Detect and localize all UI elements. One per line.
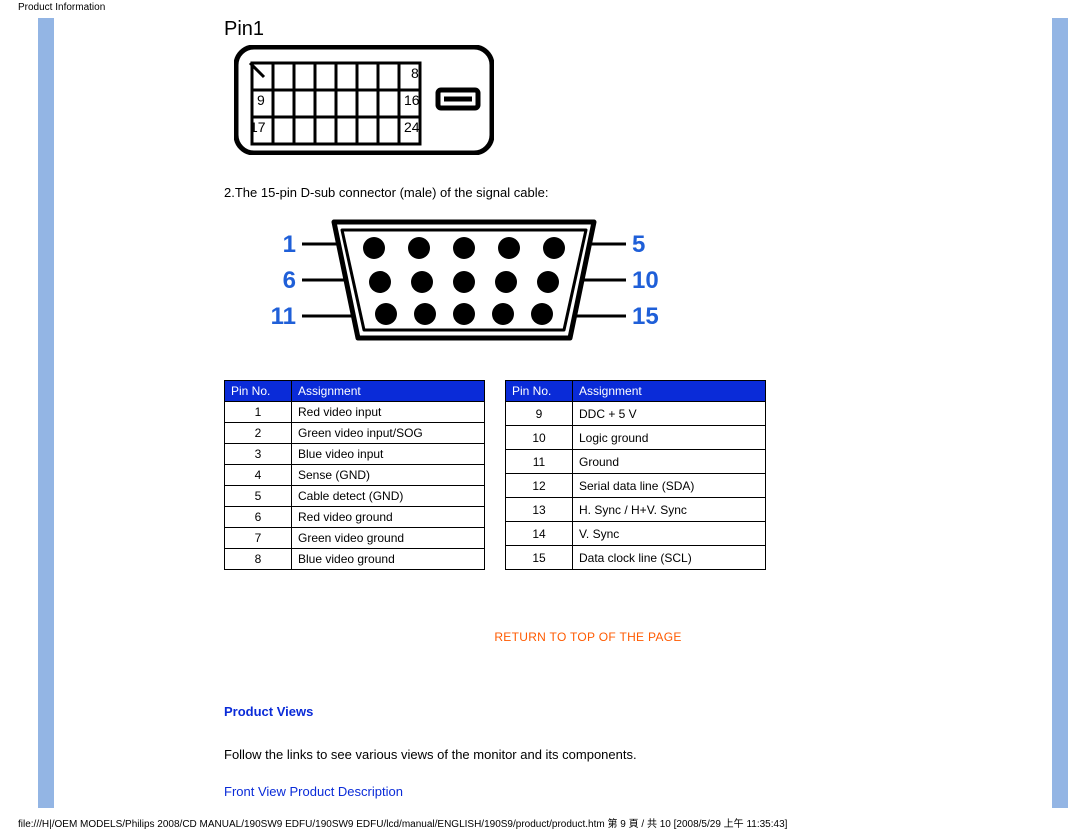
col-pinno: Pin No. [225,381,292,402]
svg-text:11: 11 [271,303,296,330]
pin-assignment: Red video input [292,402,485,423]
vga-connector-diagram: 1 6 11 5 10 15 [224,210,952,350]
pin-assignment: Ground [573,450,766,474]
dvi-label-9: 9 [257,92,265,108]
vga-left-labels: 1 6 11 [271,231,296,330]
pin-assignment: Red video ground [292,507,485,528]
left-stripe [38,18,54,808]
pin-number: 15 [506,546,573,570]
table-row: 1Red video input [225,402,485,423]
pin-number: 13 [506,498,573,522]
svg-text:1: 1 [283,231,296,258]
pin-assignment: Logic ground [573,426,766,450]
table-row: 5Cable detect (GND) [225,486,485,507]
table-row: 12Serial data line (SDA) [506,474,766,498]
content-area: Pin1 8 9 16 17 24 [54,18,1052,808]
pin-assignment: V. Sync [573,522,766,546]
svg-text:5: 5 [632,231,645,258]
vga-right-labels: 5 10 15 [632,231,659,330]
pin-assignment: Serial data line (SDA) [573,474,766,498]
pin-number: 11 [506,450,573,474]
pin1-label: Pin1 [224,18,952,41]
page-title: Product Information [18,2,105,13]
table-row: 10Logic ground [506,426,766,450]
pin-assignment: DDC + 5 V [573,402,766,426]
col-pinno: Pin No. [506,381,573,402]
front-view-link[interactable]: Front View Product Description [224,784,952,799]
pin-assignment: Green video input/SOG [292,423,485,444]
pin-assignment: Green video ground [292,528,485,549]
pin-tables: Pin No. Assignment 1Red video input2Gree… [224,380,952,570]
pin-assignment: Blue video ground [292,549,485,570]
svg-text:15: 15 [632,303,659,330]
pin-number: 14 [506,522,573,546]
pin-number: 8 [225,549,292,570]
table-row: 13H. Sync / H+V. Sync [506,498,766,522]
follow-links-text: Follow the links to see various views of… [224,747,952,762]
table-row: 8Blue video ground [225,549,485,570]
return-to-top-link[interactable]: RETURN TO TOP OF THE PAGE [224,630,952,644]
table-row: 9DDC + 5 V [506,402,766,426]
pin-number: 5 [225,486,292,507]
table-row: 11Ground [506,450,766,474]
dvi-label-24: 24 [404,119,420,135]
pin-assignment: Blue video input [292,444,485,465]
col-assignment: Assignment [292,381,485,402]
table-row: 6Red video ground [225,507,485,528]
pin-assignment: Sense (GND) [292,465,485,486]
pin-table-right: Pin No. Assignment 9DDC + 5 V10Logic gro… [505,380,766,570]
pin-assignment: H. Sync / H+V. Sync [573,498,766,522]
svg-text:6: 6 [283,267,296,294]
pin-number: 1 [225,402,292,423]
footer-path: file:///H|/OEM MODELS/Philips 2008/CD MA… [18,815,787,830]
right-stripe [1052,18,1068,808]
pin-assignment: Data clock line (SCL) [573,546,766,570]
pin-number: 10 [506,426,573,450]
dvi-connector-diagram: 8 9 16 17 24 [234,45,952,155]
table-row: 4Sense (GND) [225,465,485,486]
dvi-label-17: 17 [250,119,266,135]
table-row: 7Green video ground [225,528,485,549]
pin-number: 4 [225,465,292,486]
dvi-label-8: 8 [411,65,419,81]
pin-assignment: Cable detect (GND) [292,486,485,507]
table-row: 15Data clock line (SCL) [506,546,766,570]
pin-table-left: Pin No. Assignment 1Red video input2Gree… [224,380,485,570]
table-row: 2Green video input/SOG [225,423,485,444]
pin-number: 7 [225,528,292,549]
product-views-heading: Product Views [224,704,952,719]
col-assignment: Assignment [573,381,766,402]
svg-text:10: 10 [632,267,659,294]
dsub-intro-text: 2.The 15-pin D-sub connector (male) of t… [224,185,952,200]
pin-number: 6 [225,507,292,528]
pin-number: 2 [225,423,292,444]
pin-number: 3 [225,444,292,465]
table-row: 14V. Sync [506,522,766,546]
table-row: 3Blue video input [225,444,485,465]
pin-number: 9 [506,402,573,426]
dvi-label-16: 16 [404,92,420,108]
page: Product Information Pin1 8 9 16 17 24 [0,0,1080,834]
pin-number: 12 [506,474,573,498]
